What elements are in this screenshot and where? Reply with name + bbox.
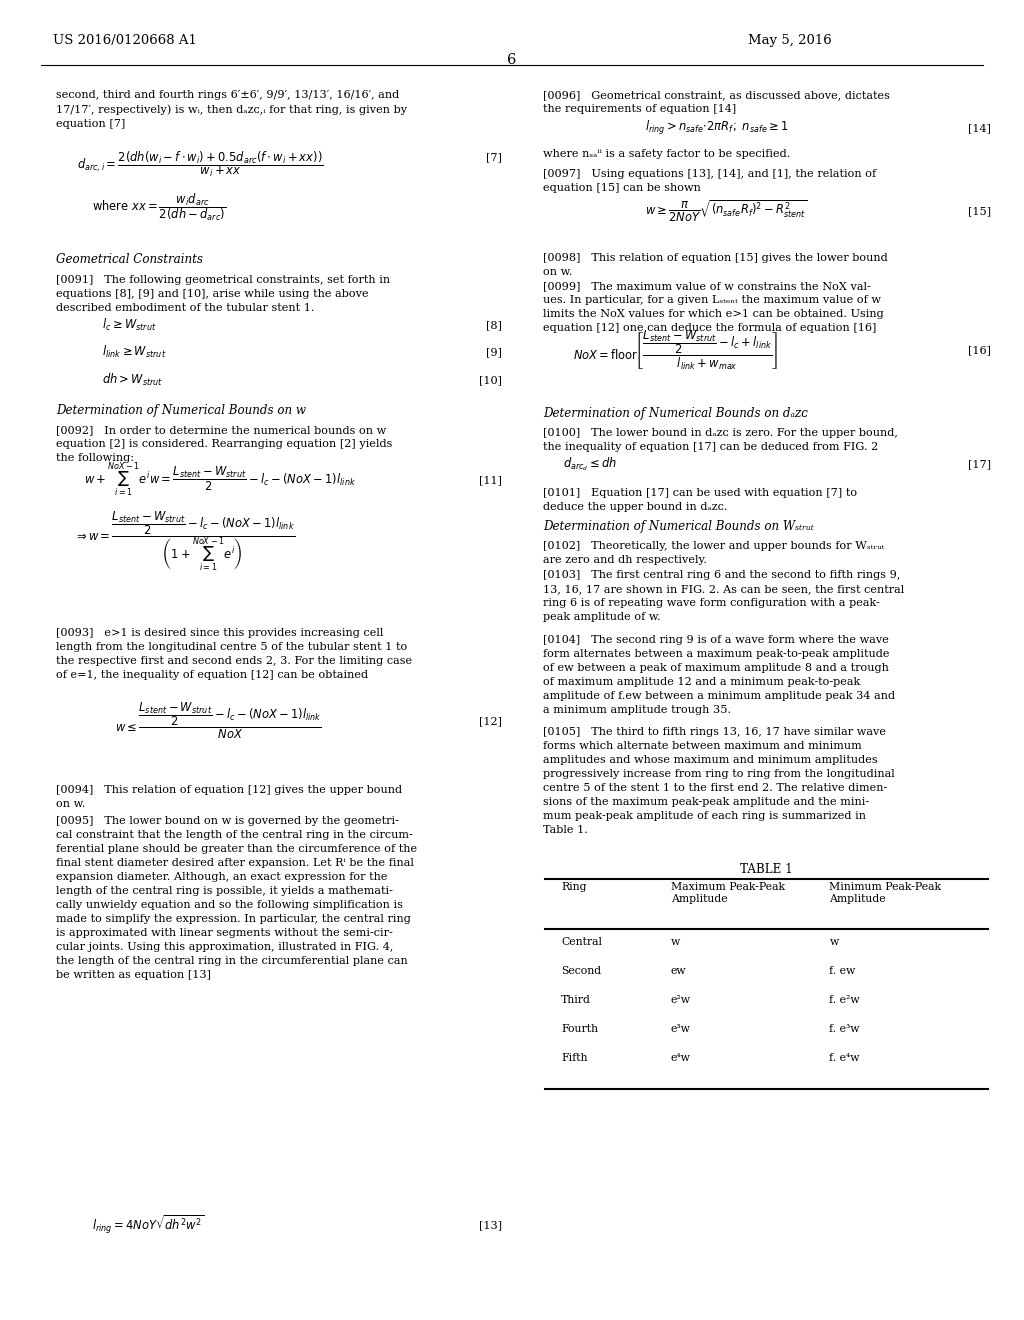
Text: [0105]   The third to fifth rings 13, 16, 17 have similar wave
forms which alter: [0105] The third to fifth rings 13, 16, … xyxy=(543,727,895,836)
Text: Minimum Peak-Peak
Amplitude: Minimum Peak-Peak Amplitude xyxy=(829,882,941,904)
Text: [0100]   The lower bound in dₐᴢᴄ is zero. For the upper bound,
the inequality of: [0100] The lower bound in dₐᴢᴄ is zero. … xyxy=(543,428,898,451)
Text: [8]: [8] xyxy=(485,319,502,330)
Text: Determination of Numerical Bounds on Wₛₜᵣᵤₜ: Determination of Numerical Bounds on Wₛₜ… xyxy=(543,520,813,533)
Text: Central: Central xyxy=(561,937,602,948)
Text: $d_{arc,i} = \dfrac{2(dh(w_i - f \cdot w_i) + 0.5d_{arc}(f \cdot w_i + xx))}{w_i: $d_{arc,i} = \dfrac{2(dh(w_i - f \cdot w… xyxy=(77,149,324,178)
Text: [0091]   The following geometrical constraints, set forth in
equations [8], [9] : [0091] The following geometrical constra… xyxy=(56,275,390,313)
Text: TABLE 1: TABLE 1 xyxy=(739,863,793,876)
Text: Third: Third xyxy=(561,995,591,1006)
Text: [0095]   The lower bound on w is governed by the geometri-
cal constraint that t: [0095] The lower bound on w is governed … xyxy=(56,816,418,979)
Text: w: w xyxy=(671,937,680,948)
Text: Fourth: Fourth xyxy=(561,1024,598,1035)
Text: [0101]   Equation [17] can be used with equation [7] to
deduce the upper bound i: [0101] Equation [17] can be used with eq… xyxy=(543,488,857,512)
Text: Maximum Peak-Peak
Amplitude: Maximum Peak-Peak Amplitude xyxy=(671,882,784,904)
Text: $w + \sum_{i=1}^{NoX-1} e^i w = \dfrac{L_{stent} - W_{strut}}{2} - l_c - (NoX - : $w + \sum_{i=1}^{NoX-1} e^i w = \dfrac{L… xyxy=(84,462,356,499)
Text: [0104]   The second ring 9 is of a wave form where the wave
form alternates betw: [0104] The second ring 9 is of a wave fo… xyxy=(543,635,895,715)
Text: [0094]   This relation of equation [12] gives the upper bound
on w.: [0094] This relation of equation [12] gi… xyxy=(56,785,402,809)
Text: e²w: e²w xyxy=(671,995,691,1006)
Text: [15]: [15] xyxy=(968,206,991,216)
Text: second, third and fourth rings 6′±6′, 9/9′, 13/13′, 16/16′, and
17/17′, respecti: second, third and fourth rings 6′±6′, 9/… xyxy=(56,90,408,128)
Text: [0098]   This relation of equation [15] gives the lower bound
on w.: [0098] This relation of equation [15] gi… xyxy=(543,253,888,277)
Text: Determination of Numerical Bounds on w: Determination of Numerical Bounds on w xyxy=(56,404,306,417)
Text: [0099]   The maximum value of w constrains the NoX val-
ues. In particular, for : [0099] The maximum value of w constrains… xyxy=(543,281,884,333)
Text: [17]: [17] xyxy=(968,459,991,470)
Text: [0092]   In order to determine the numerical bounds on w
equation [2] is conside: [0092] In order to determine the numeric… xyxy=(56,425,392,463)
Text: Second: Second xyxy=(561,966,601,977)
Text: [11]: [11] xyxy=(479,475,502,486)
Text: $l_{ring}{>}n_{safe}{\cdot}2\pi R_f; \ n_{safe}{\geq}1$: $l_{ring}{>}n_{safe}{\cdot}2\pi R_f; \ n… xyxy=(645,119,788,137)
Text: [0103]   The first central ring 6 and the second to fifth rings 9,
13, 16, 17 ar: [0103] The first central ring 6 and the … xyxy=(543,570,904,622)
Text: US 2016/0120668 A1: US 2016/0120668 A1 xyxy=(53,34,198,48)
Text: [12]: [12] xyxy=(479,715,502,726)
Text: $l_c \geq W_{strut}$: $l_c \geq W_{strut}$ xyxy=(102,317,157,333)
Text: [9]: [9] xyxy=(485,347,502,358)
Text: f. e⁴w: f. e⁴w xyxy=(829,1053,860,1064)
Text: May 5, 2016: May 5, 2016 xyxy=(748,34,831,48)
Text: [16]: [16] xyxy=(969,345,991,355)
Text: [0102]   Theoretically, the lower and upper bounds for Wₛₜᵣᵤₜ
are zero and dh re: [0102] Theoretically, the lower and uppe… xyxy=(543,541,884,565)
Text: $l_{link} \geq W_{strut}$: $l_{link} \geq W_{strut}$ xyxy=(102,345,167,360)
Text: [14]: [14] xyxy=(969,123,991,133)
Text: $w \leq \dfrac{\dfrac{L_{stent} - W_{strut}}{2} - l_c - (NoX - 1)l_{link}}{NoX}$: $w \leq \dfrac{\dfrac{L_{stent} - W_{str… xyxy=(115,701,322,741)
Text: [13]: [13] xyxy=(478,1220,502,1230)
Text: $d_{arc_d} \leq dh$: $d_{arc_d} \leq dh$ xyxy=(563,455,617,474)
Text: e³w: e³w xyxy=(671,1024,690,1035)
Text: [0093]   e>1 is desired since this provides increasing cell
length from the long: [0093] e>1 is desired since this provide… xyxy=(56,628,413,680)
Text: w: w xyxy=(829,937,839,948)
Text: where $xx = \dfrac{w_i d_{arc}}{2(dh - d_{arc})}$: where $xx = \dfrac{w_i d_{arc}}{2(dh - d… xyxy=(92,191,226,223)
Text: $w \geq \dfrac{\pi}{2NoY}\sqrt{(n_{safe}R_f)^2 - R^2_{stent}}$: $w \geq \dfrac{\pi}{2NoY}\sqrt{(n_{safe}… xyxy=(645,198,808,224)
Text: $\Rightarrow w = \dfrac{\dfrac{L_{stent} - W_{strut}}{2} - l_c - (NoX - 1)l_{lin: $\Rightarrow w = \dfrac{\dfrac{L_{stent}… xyxy=(74,510,295,573)
Text: Fifth: Fifth xyxy=(561,1053,588,1064)
Text: [0096]   Geometrical constraint, as discussed above, dictates
the requirements o: [0096] Geometrical constraint, as discus… xyxy=(543,90,890,114)
Text: e⁴w: e⁴w xyxy=(671,1053,690,1064)
Text: Determination of Numerical Bounds on dₐᴢᴄ: Determination of Numerical Bounds on dₐᴢ… xyxy=(543,407,808,420)
Text: f. e²w: f. e²w xyxy=(829,995,860,1006)
Text: f. ew: f. ew xyxy=(829,966,856,977)
Text: f. e³w: f. e³w xyxy=(829,1024,860,1035)
Text: [0097]   Using equations [13], [14], and [1], the relation of
equation [15] can : [0097] Using equations [13], [14], and [… xyxy=(543,169,876,193)
Text: [7]: [7] xyxy=(485,152,502,162)
Text: Geometrical Constraints: Geometrical Constraints xyxy=(56,253,204,267)
Text: $l_{ring}{=}4NoY\sqrt{dh^2w^2}$: $l_{ring}{=}4NoY\sqrt{dh^2w^2}$ xyxy=(92,1213,205,1237)
Text: $NoX = \mathrm{floor}\!\left[\dfrac{\dfrac{L_{stent} - W_{strut}}{2} - l_c + l_{: $NoX = \mathrm{floor}\!\left[\dfrac{\dfr… xyxy=(573,329,779,371)
Text: $dh > W_{strut}$: $dh > W_{strut}$ xyxy=(102,372,164,388)
Text: ew: ew xyxy=(671,966,686,977)
Text: 6: 6 xyxy=(507,53,517,67)
Text: [10]: [10] xyxy=(479,375,502,385)
Text: where nₛₐⁱⁱ is a safety factor to be specified.: where nₛₐⁱⁱ is a safety factor to be spe… xyxy=(543,149,790,160)
Text: Ring: Ring xyxy=(561,882,587,892)
